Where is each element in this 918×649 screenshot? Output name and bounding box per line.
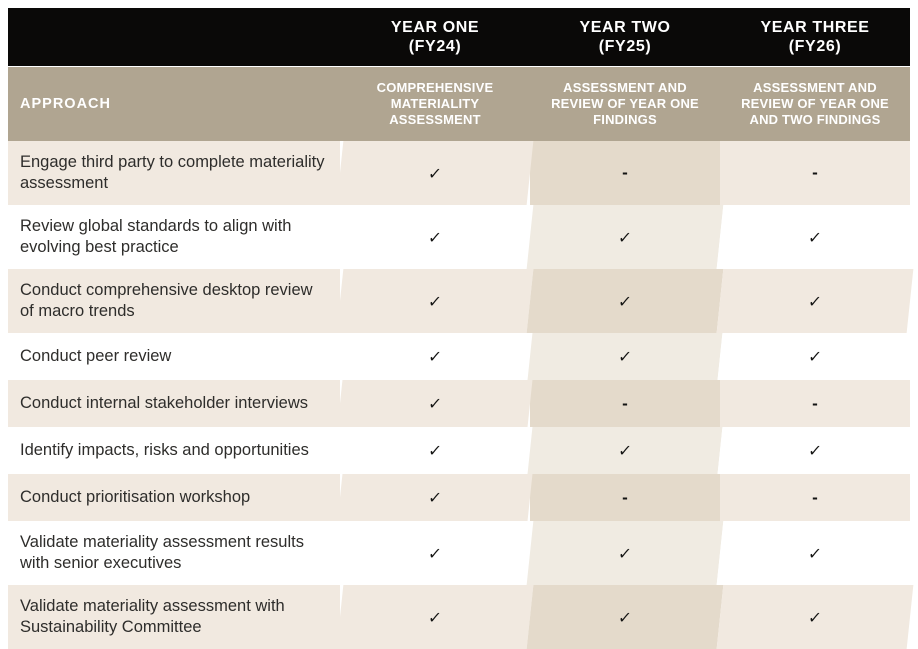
mark-fy25: -: [530, 380, 720, 427]
mark-fy26: ✓: [716, 205, 914, 269]
year-header-spacer: [8, 8, 340, 66]
mark-fy25: ✓: [526, 205, 724, 269]
mark-fy26: ✓: [717, 333, 913, 380]
mark-fy26: ✓: [716, 269, 914, 333]
mark-fy24: ✓: [337, 380, 533, 427]
mark-fy24: ✓: [336, 521, 534, 585]
approach-header-row: APPROACH COMPREHENSIVE MATERIALITY ASSES…: [8, 67, 910, 141]
mark-fy25: ✓: [527, 333, 723, 380]
mark-fy25: ✓: [526, 585, 724, 649]
table-row: Conduct comprehensive desktop review of …: [8, 269, 914, 333]
year-two-header: YEAR TWO (FY25): [530, 8, 720, 66]
mark-fy26: ✓: [717, 427, 913, 474]
approach-col-fy24: COMPREHENSIVE MATERIALITY ASSESSMENT: [340, 67, 530, 141]
year-two-label: YEAR TWO: [579, 19, 671, 36]
mark-fy24: ✓: [337, 427, 533, 474]
row-label: Conduct internal stakeholder interviews: [8, 380, 340, 427]
row-label: Conduct prioritisation workshop: [8, 474, 340, 521]
mark-fy24: ✓: [336, 205, 534, 269]
row-label: Identify impacts, risks and opportunitie…: [8, 427, 340, 474]
year-two-fy: (FY25): [598, 38, 652, 55]
materiality-approach-table: YEAR ONE (FY24) YEAR TWO (FY25) YEAR THR…: [8, 8, 914, 649]
row-label: Conduct comprehensive desktop review of …: [8, 269, 340, 333]
approach-col-fy26: ASSESSMENT AND REVIEW OF YEAR ONE AND TW…: [720, 67, 910, 141]
mark-fy24: ✓: [336, 141, 534, 205]
row-label: Conduct peer review: [8, 333, 340, 380]
table-row: Review global standards to align with ev…: [8, 205, 914, 269]
year-one-label: YEAR ONE: [390, 19, 480, 36]
mark-fy24: ✓: [337, 474, 533, 521]
mark-fy24: ✓: [336, 269, 534, 333]
mark-fy26: ✓: [716, 585, 914, 649]
table-row: Engage third party to complete materiali…: [8, 141, 910, 205]
approach-col-fy26-text: ASSESSMENT AND REVIEW OF YEAR ONE AND TW…: [741, 80, 889, 127]
approach-col-fy24-text: COMPREHENSIVE MATERIALITY ASSESSMENT: [376, 80, 494, 127]
year-header-row: YEAR ONE (FY24) YEAR TWO (FY25) YEAR THR…: [8, 8, 910, 66]
row-label: Engage third party to complete materiali…: [8, 141, 340, 205]
mark-fy25: -: [530, 474, 720, 521]
table-row: Conduct internal stakeholder interviews …: [8, 380, 910, 427]
year-three-fy: (FY26): [788, 38, 842, 55]
table-row: Conduct prioritisation workshop ✓ - -: [8, 474, 910, 521]
mark-fy25: ✓: [526, 521, 724, 585]
approach-header-label: APPROACH: [20, 96, 111, 112]
year-three-header: YEAR THREE (FY26): [720, 8, 910, 66]
row-label: Validate materiality assessment with Sus…: [8, 585, 340, 649]
row-label: Validate materiality assessment results …: [8, 521, 340, 585]
mark-fy25: ✓: [527, 427, 723, 474]
year-three-label: YEAR THREE: [760, 19, 870, 36]
table-body: Engage third party to complete materiali…: [8, 141, 914, 649]
year-one-fy: (FY24): [408, 38, 462, 55]
mark-fy26: -: [720, 141, 910, 205]
mark-fy25: ✓: [526, 269, 724, 333]
year-one-header: YEAR ONE (FY24): [340, 8, 530, 66]
table-row: Identify impacts, risks and opportunitie…: [8, 427, 913, 474]
mark-fy26: ✓: [716, 521, 914, 585]
mark-fy24: ✓: [336, 585, 534, 649]
row-label: Review global standards to align with ev…: [8, 205, 340, 269]
mark-fy25: -: [530, 141, 720, 205]
mark-fy24: ✓: [337, 333, 533, 380]
table-row: Conduct peer review ✓ ✓ ✓: [8, 333, 913, 380]
mark-fy26: -: [720, 380, 910, 427]
approach-col-fy25-text: ASSESSMENT AND REVIEW OF YEAR ONE FINDIN…: [551, 80, 699, 127]
table-row: Validate materiality assessment results …: [8, 521, 914, 585]
approach-col-fy25: ASSESSMENT AND REVIEW OF YEAR ONE FINDIN…: [530, 67, 720, 141]
table-row: Validate materiality assessment with Sus…: [8, 585, 914, 649]
mark-fy26: -: [720, 474, 910, 521]
